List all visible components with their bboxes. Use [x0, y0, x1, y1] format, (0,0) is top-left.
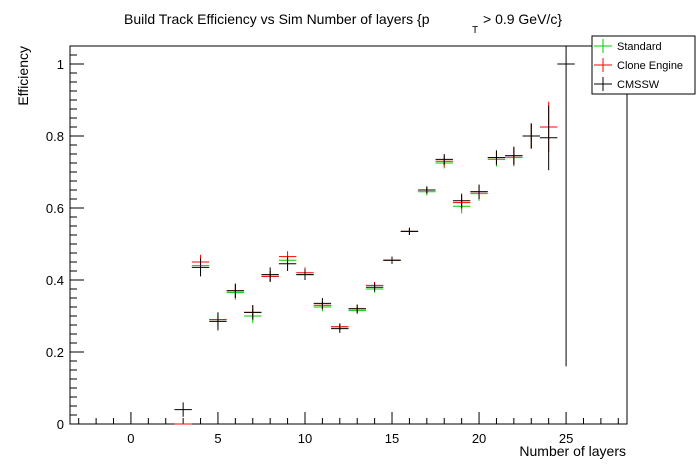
legend-entry-clone-engine: Clone Engine [594, 58, 683, 72]
x-tick-label: 25 [559, 431, 573, 446]
data-point [244, 305, 262, 320]
data-point [365, 282, 384, 292]
y-axis-title: Efficiency [15, 46, 31, 106]
legend-label-cmssw: CMSSW [617, 79, 660, 91]
data-point [278, 256, 297, 271]
chart-title: Build Track Efficiency vs Sim Number of … [124, 11, 430, 27]
series-standard [174, 123, 540, 425]
legend-label-clone-engine: Clone Engine [617, 60, 683, 72]
series-cmssw [174, 46, 575, 417]
legend-label-standard: Standard [617, 41, 662, 53]
x-tick-label: 15 [385, 431, 399, 446]
plot-frame [69, 45, 628, 425]
data-point [191, 258, 210, 277]
y-tick-label: 0.4 [46, 273, 64, 288]
y-tick-label: 0.2 [46, 345, 64, 360]
y-tick-label: 1 [57, 57, 64, 72]
data-point [452, 193, 471, 208]
data-point [383, 256, 401, 264]
chart-title-suffix: > 0.9 GeV/c} [483, 11, 562, 27]
y-tick-label: 0.8 [46, 129, 64, 144]
data-point [313, 298, 332, 309]
x-tick-label: 0 [127, 431, 134, 446]
data-point [470, 184, 488, 199]
data-point [209, 312, 227, 331]
y-axis: 0 0.2 0.4 0.6 0.8 1 [46, 45, 84, 432]
data-point [557, 46, 575, 367]
x-axis-title: Number of layers [519, 443, 626, 459]
data-point [296, 269, 314, 280]
data-point [539, 105, 558, 171]
y-tick-label: 0.6 [46, 201, 64, 216]
x-tick-label: 20 [472, 431, 486, 446]
data-point [261, 267, 279, 282]
x-tick-label: 10 [298, 431, 312, 446]
chart-title-main: Build Track Efficiency vs Sim Number of … [124, 11, 430, 27]
data-point [174, 402, 192, 417]
series-clone-engine [174, 101, 558, 425]
chart-title-subscript: T [472, 25, 478, 36]
data-point [226, 283, 245, 298]
x-tick-label: 5 [214, 431, 221, 446]
data-point [331, 324, 349, 333]
data-point [418, 186, 436, 194]
data-series [174, 46, 575, 425]
x-axis: 0 5 10 15 20 25 [78, 412, 619, 446]
legend-entry-standard: Standard [594, 39, 662, 53]
data-point [348, 304, 366, 314]
legend-entry-cmssw: CMSSW [594, 77, 660, 91]
y-tick-label: 0 [57, 417, 64, 432]
data-point [435, 154, 453, 165]
legend: Standard Clone Engine CMSSW [591, 35, 696, 95]
data-point [522, 123, 540, 149]
data-point [487, 150, 506, 165]
data-point [400, 227, 419, 235]
data-point [505, 146, 523, 165]
